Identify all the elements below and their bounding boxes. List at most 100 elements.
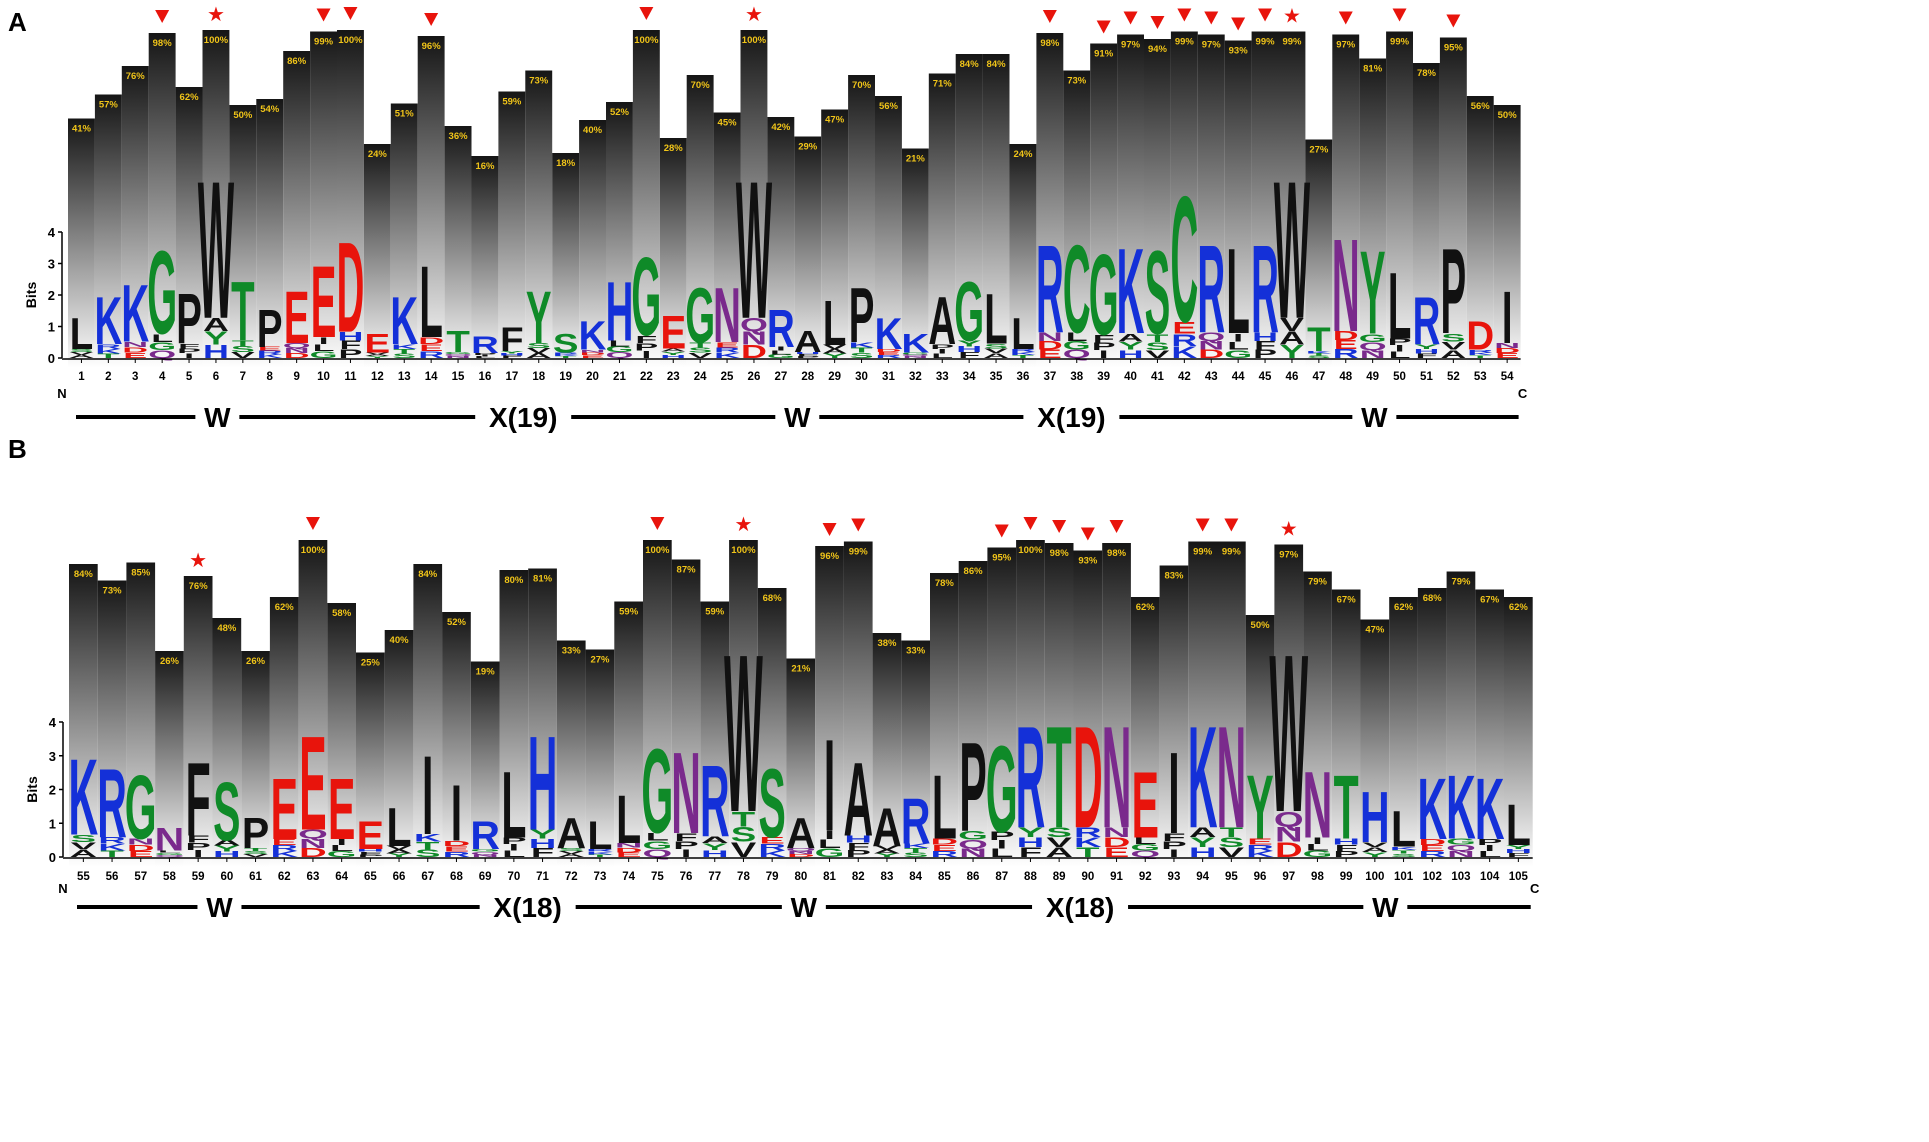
logo-minor-residue: P [501,836,527,846]
logo-minor-residue: K [553,354,580,357]
conservation-column [1245,615,1275,867]
logo-minor-residue: I [681,847,692,859]
position-number: 80 [794,871,807,883]
logo-minor-residue: F [1415,353,1437,360]
logo-minor-residue: T [1076,845,1100,860]
logo-minor-residue: T [732,807,756,831]
logo-minor-residue: Q [642,847,672,860]
logo-minor-residue: R [95,343,121,350]
conservation-percent-label: 62% [1509,602,1529,613]
position-number: 9 [293,371,299,383]
logo-minor-residue: A [701,835,729,846]
logo-minor-residue: N [445,356,471,359]
logo-dominant-residue: R [1036,219,1064,360]
logo-minor-residue: L [1478,850,1502,859]
logo-dominant-residue: E [328,761,355,858]
c-terminus-label: C [1530,881,1540,896]
y-tick-label: 4 [48,225,56,240]
position-number: 86 [967,871,980,883]
conservation-percent-label: 71% [933,79,953,90]
logo-minor-residue: R [586,848,614,852]
logo-minor-residue: K [1390,846,1418,851]
conservation-column [155,651,184,867]
logo-minor-residue: Y [530,828,556,842]
logo-minor-residue: N [1447,849,1475,859]
conservation-column [671,559,701,867]
position-number: 11 [344,371,357,383]
conservation-column [356,652,385,867]
logo-minor-residue: F [1334,843,1357,853]
conservation-percent-label: 98% [1107,548,1127,559]
logo-minor-residue: R [1074,825,1102,840]
logo-dominant-residue: F [186,741,211,858]
triangle-marker [316,8,331,22]
domain-label-bg [1363,895,1408,919]
conservation-column [148,33,176,368]
conservation-column [958,561,988,867]
conservation-percent-label: 80% [504,575,524,586]
position-number: 54 [1501,371,1514,383]
logo-minor-residue: A [1361,846,1389,854]
conservation-percent-label: 68% [1423,593,1443,604]
logo-minor-residue: Q [1063,347,1091,360]
logo-dominant-residue: K [1117,224,1145,360]
logo-minor-residue: D [615,846,643,853]
conservation-column [686,75,714,368]
logo-dominant-residue: L [387,797,412,858]
logo-minor-residue: F [1093,332,1115,344]
logo-dominant-residue: D [1466,314,1494,359]
logo-dominant-residue: P [176,280,202,360]
logo-minor-residue: S [1046,825,1072,840]
conservation-percent-label: 70% [691,80,711,91]
logo-minor-residue: Y [1414,343,1438,350]
position-number: 88 [1024,871,1037,883]
logo-minor-residue: P [338,347,362,361]
conservation-percent-label: 59% [619,607,639,618]
logo-dominant-residue: K [69,737,99,859]
conservation-percent-label: 99% [314,37,334,48]
logo-minor-residue: L [1306,843,1329,853]
position-number: 38 [1070,371,1083,383]
conservation-percent-label: 100% [731,545,756,556]
domain-label: W [204,402,231,433]
position-number: 42 [1178,371,1191,383]
conservation-percent-label: 84% [987,59,1007,70]
position-number: 47 [1312,371,1325,383]
conservation-percent-label: 21% [791,664,811,675]
logo-minor-residue: T [1392,849,1416,854]
domain-label: W [791,892,818,923]
position-number: 4 [159,371,166,383]
logo-minor-residue: I [336,838,347,847]
logo-minor-residue: E [258,346,282,352]
logo-minor-residue: K [849,341,875,349]
conservation-percent-label: 54% [260,104,280,115]
conservation-percent-label: 100% [742,35,767,46]
conservation-column [1251,31,1279,368]
conservation-column [552,153,580,368]
logo-minor-residue: V [527,347,552,355]
conservation-column [1044,543,1074,867]
position-number: 97 [1282,871,1295,883]
logo-minor-residue: V [1441,339,1465,352]
triangle-marker [639,7,654,20]
logo-minor-residue: A [1279,328,1305,349]
triangle-marker [1195,518,1210,532]
position-number: 6 [213,371,219,383]
conservation-percent-label: 52% [447,617,467,628]
logo-minor-residue: E [1247,837,1273,847]
logo-dominant-residue: G [641,724,673,858]
position-number: 75 [651,871,664,883]
logo-minor-residue: S [850,352,874,360]
logo-dominant-residue: G [986,722,1018,859]
conservation-column [1063,70,1091,368]
logo-minor-residue: E [581,355,605,359]
logo-dominant-residue: K [94,283,122,359]
logo-dominant-residue: L [616,782,641,859]
conservation-column [1009,144,1037,368]
position-number: 25 [721,371,734,383]
position-number: 44 [1232,371,1245,383]
logo-minor-residue: I [1484,844,1495,853]
logo-minor-residue: E [444,845,470,853]
position-number: 24 [694,371,707,383]
position-number: 28 [801,371,814,383]
